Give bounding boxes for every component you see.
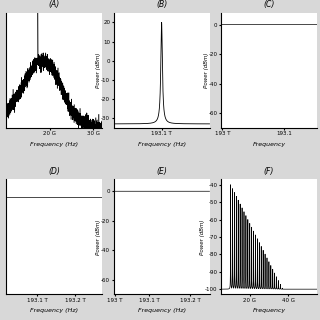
X-axis label: Frequency (Hz): Frequency (Hz) (30, 142, 78, 147)
X-axis label: Frequency: Frequency (252, 308, 285, 313)
X-axis label: Frequency (Hz): Frequency (Hz) (30, 308, 78, 313)
Text: (E): (E) (156, 167, 167, 176)
Y-axis label: Power (dBm): Power (dBm) (96, 219, 101, 255)
Y-axis label: Power (dBm): Power (dBm) (204, 52, 209, 88)
Text: (A): (A) (49, 0, 60, 9)
Text: (F): (F) (264, 167, 274, 176)
X-axis label: Frequency (Hz): Frequency (Hz) (138, 142, 186, 147)
Text: (B): (B) (156, 0, 167, 9)
Y-axis label: Power (dBm): Power (dBm) (200, 219, 205, 255)
Text: (C): (C) (263, 0, 275, 9)
X-axis label: Frequency (Hz): Frequency (Hz) (138, 308, 186, 313)
Y-axis label: Power (dBm): Power (dBm) (96, 52, 101, 88)
Text: (D): (D) (48, 167, 60, 176)
X-axis label: Frequency: Frequency (252, 142, 285, 147)
